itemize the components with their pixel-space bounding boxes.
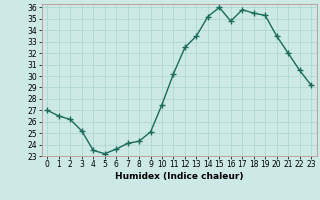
X-axis label: Humidex (Indice chaleur): Humidex (Indice chaleur) [115,172,244,181]
